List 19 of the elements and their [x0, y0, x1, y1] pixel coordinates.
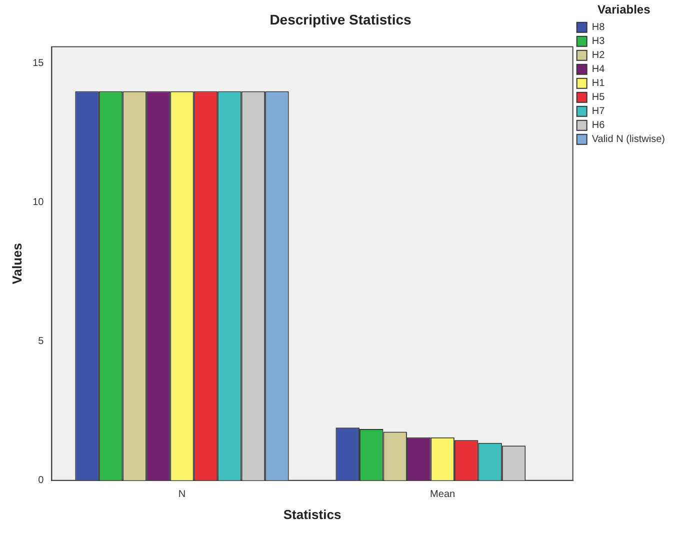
x-tick-label: N: [178, 489, 186, 500]
legend-label: H4: [592, 64, 606, 76]
y-tick-label: 0: [38, 475, 44, 486]
legend-label: H6: [592, 120, 606, 132]
legend-title: Variables: [598, 2, 651, 16]
legend-label: H5: [592, 92, 606, 104]
legend-label: H3: [592, 36, 606, 48]
legend-label: H2: [592, 50, 606, 62]
x-tick-label: Mean: [430, 489, 456, 500]
y-tick-label: 15: [32, 58, 44, 70]
chart-title: Descriptive Statistics: [270, 11, 412, 28]
x-axis-title: Statistics: [283, 506, 342, 522]
y-tick-label: 10: [32, 197, 44, 208]
legend-label: Valid N (listwise): [592, 134, 666, 146]
y-tick-label: 5: [38, 336, 44, 348]
y-axis-title: Values: [9, 243, 24, 284]
legend-label: H8: [592, 22, 606, 34]
legend-label: H7: [592, 106, 606, 118]
legend-label: H1: [592, 78, 606, 90]
